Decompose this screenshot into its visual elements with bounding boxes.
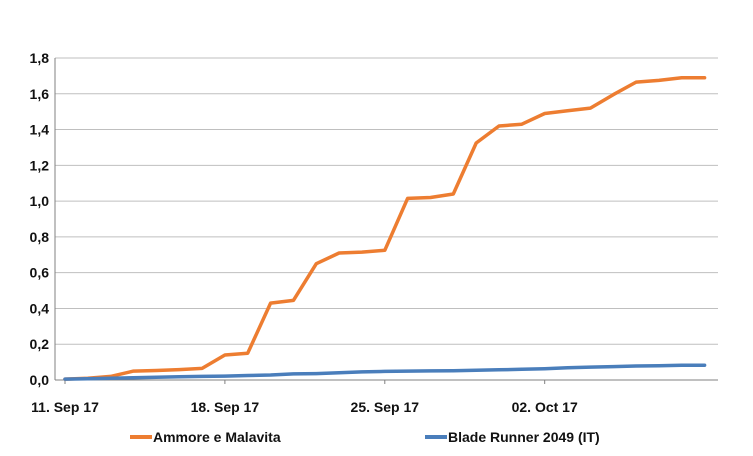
series-lines (63, 75, 707, 381)
y-tick-label: 1,6 (30, 86, 50, 102)
legend-label: Blade Runner 2049 (IT) (448, 429, 600, 445)
x-tick-label: 18. Sep 17 (191, 399, 260, 415)
legend: Ammore e Malavita Blade Runner 2049 (IT) (130, 429, 600, 445)
y-tick-label: 0,8 (30, 229, 50, 245)
x-tick-label: 25. Sep 17 (351, 399, 420, 415)
legend-label: Ammore e Malavita (153, 429, 281, 445)
y-tick-label: 0,0 (30, 372, 50, 388)
gridlines (55, 57, 718, 345)
x-tick-label: 11. Sep 17 (31, 399, 99, 415)
series-line (63, 75, 707, 381)
axes: 0,0 0,2 0,4 0,6 0,8 1,0 1,2 1,4 1,6 1,8 11. Sep 17… (30, 50, 718, 415)
series-line (63, 363, 707, 381)
y-tick-label: 0,2 (30, 336, 50, 352)
y-tick-label: 0,6 (30, 265, 50, 281)
y-tick-label: 0,4 (30, 300, 50, 316)
x-tick-label: 02. Oct 17 (512, 399, 578, 415)
y-tick-label: 1,0 (30, 193, 50, 209)
y-tick-label: 1,2 (30, 157, 50, 173)
y-tick-label: 1,8 (30, 50, 50, 66)
y-tick-label: 1,4 (30, 122, 50, 138)
